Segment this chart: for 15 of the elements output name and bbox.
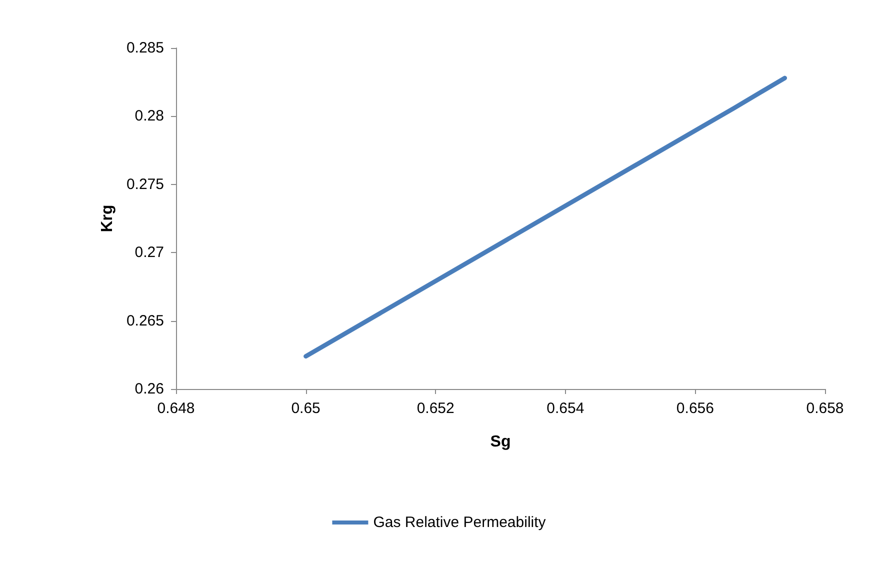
- x-tick-label: 0.656: [676, 400, 714, 417]
- x-axis-title: Sg: [490, 434, 511, 450]
- x-tick-label: 0.654: [546, 400, 584, 417]
- y-tick-label: 0.265: [126, 312, 164, 330]
- y-tick-label: 0.285: [126, 40, 164, 56]
- y-axis-title: Krg: [99, 204, 116, 232]
- y-tick-label: 0.26: [134, 380, 164, 398]
- x-tick-label: 0.658: [806, 400, 844, 417]
- x-tick-label: 0.65: [291, 400, 320, 417]
- x-tick-label: 0.652: [416, 400, 454, 417]
- y-tick-label: 0.27: [134, 244, 164, 262]
- legend-label: Gas Relative Permeability: [373, 514, 546, 531]
- y-tick-label: 0.28: [134, 108, 164, 125]
- y-tick-label: 0.275: [126, 176, 164, 193]
- x-tick-label: 0.648: [157, 400, 195, 417]
